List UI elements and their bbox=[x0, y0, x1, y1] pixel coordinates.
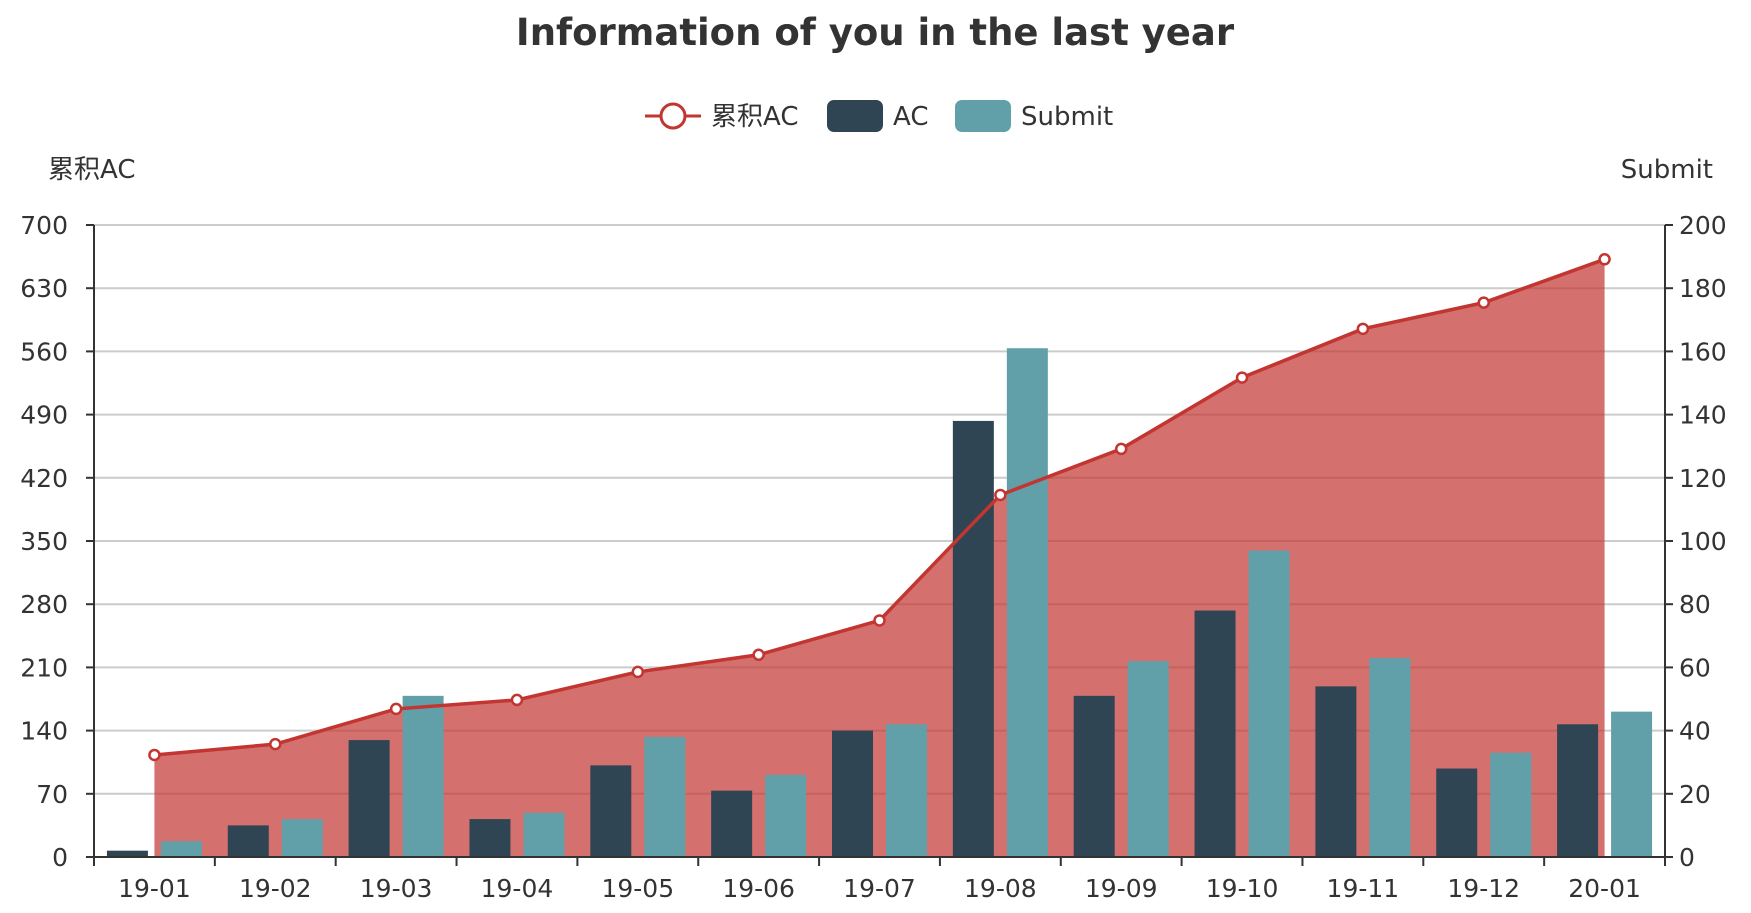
x-tick-label: 19-08 bbox=[964, 874, 1037, 903]
submit-bar bbox=[1248, 550, 1290, 857]
x-tick-label: 19-07 bbox=[843, 874, 916, 903]
ac-bar bbox=[1436, 768, 1478, 857]
y-right-tick-label: 160 bbox=[1679, 337, 1727, 366]
legend[interactable]: 累积AC AC Submit bbox=[645, 100, 1113, 132]
cumulative-point bbox=[148, 748, 161, 762]
tick-labels: 0 70 140 210 280 350 420 490 560 630 700 0 20 40 60 80 1… bbox=[20, 211, 1726, 903]
y-left-tick-label: 700 bbox=[20, 211, 68, 240]
cumulative-point bbox=[752, 648, 765, 662]
x-tick-label: 19-12 bbox=[1447, 874, 1520, 903]
cumulative-point bbox=[1235, 371, 1249, 384]
ac-bar bbox=[711, 790, 753, 857]
cumulative-line bbox=[148, 253, 1611, 762]
cumulative-point bbox=[1356, 322, 1370, 336]
y-right-tick-label: 0 bbox=[1679, 843, 1695, 872]
cumulative-point bbox=[873, 614, 886, 627]
submit-bar bbox=[1490, 752, 1532, 857]
ac-bar bbox=[1073, 695, 1115, 857]
cumulative-point bbox=[1598, 253, 1611, 266]
cumulative-point bbox=[269, 737, 282, 751]
cumulative-area bbox=[154, 259, 1605, 857]
cumulative-point bbox=[1477, 296, 1490, 309]
x-tick-label: 19-03 bbox=[360, 874, 433, 903]
y-left-tick-label: 560 bbox=[20, 337, 68, 366]
legend-swatch bbox=[955, 100, 1011, 132]
ac-bar bbox=[227, 825, 269, 857]
bars bbox=[106, 348, 1653, 857]
y-right-tick-label: 60 bbox=[1679, 653, 1711, 682]
x-tick-label: 19-09 bbox=[1085, 874, 1158, 903]
submit-bar bbox=[644, 736, 686, 857]
legend-swatch bbox=[827, 100, 883, 132]
cumulative-point bbox=[389, 702, 403, 716]
y-right-tick-label: 120 bbox=[1679, 464, 1727, 493]
y-right-tick-label: 20 bbox=[1679, 780, 1711, 809]
cumulative-point bbox=[994, 488, 1007, 502]
y-left-tick-label: 490 bbox=[20, 401, 68, 430]
y-right-tick-label: 140 bbox=[1679, 401, 1727, 430]
x-tick-label: 19-11 bbox=[1327, 874, 1400, 903]
y-right-tick-label: 180 bbox=[1679, 274, 1727, 303]
ac-bar bbox=[348, 740, 390, 857]
submit-bar bbox=[160, 841, 202, 857]
y-left-tick-label: 280 bbox=[20, 590, 68, 619]
legend-circle-marker bbox=[659, 102, 687, 130]
submit-bar bbox=[1006, 348, 1048, 857]
submit-bar bbox=[523, 812, 565, 857]
y-right-tick-label: 40 bbox=[1679, 717, 1711, 746]
y-left-tick-label: 70 bbox=[36, 780, 68, 809]
y-left-tick-label: 0 bbox=[52, 843, 68, 872]
y-right-tick-label: 200 bbox=[1679, 211, 1727, 240]
legend-label: 累积AC bbox=[711, 102, 798, 132]
x-tick-label: 19-05 bbox=[601, 874, 674, 903]
submit-bar bbox=[402, 695, 444, 857]
ac-bar bbox=[106, 850, 148, 857]
y-left-tick-label: 420 bbox=[20, 464, 68, 493]
x-tick-label: 19-02 bbox=[239, 874, 312, 903]
cumulative-point bbox=[631, 665, 645, 679]
axes bbox=[86, 224, 1673, 866]
y-left-tick-label: 210 bbox=[20, 653, 68, 682]
ac-bar bbox=[1194, 610, 1236, 857]
cumulative-area-fill bbox=[154, 259, 1605, 857]
submit-bar bbox=[886, 724, 927, 857]
ac-bar bbox=[590, 765, 632, 857]
y-left-tick-label: 630 bbox=[20, 274, 68, 303]
y-left-tick-label: 140 bbox=[20, 717, 68, 746]
submit-bar bbox=[1127, 661, 1169, 857]
y-left-tick-label: 350 bbox=[20, 527, 68, 556]
legend-label: AC bbox=[893, 102, 928, 132]
chart-title: Information of you in the last year bbox=[516, 11, 1235, 54]
y-right-tick-label: 80 bbox=[1679, 590, 1711, 619]
legend-label: Submit bbox=[1021, 102, 1113, 132]
x-tick-label: 19-10 bbox=[1206, 874, 1279, 903]
ac-bar bbox=[832, 730, 873, 857]
ac-bar bbox=[469, 819, 511, 857]
submit-bar bbox=[281, 819, 323, 857]
ac-bar bbox=[1557, 724, 1599, 857]
ac-bar bbox=[952, 420, 994, 857]
cumulative-point bbox=[510, 693, 524, 707]
submit-bar bbox=[1369, 657, 1411, 857]
x-tick-label: 19-01 bbox=[118, 874, 191, 903]
submit-bar bbox=[765, 774, 807, 857]
y-left-axis-name: 累积AC bbox=[48, 155, 135, 185]
x-tick-label: 20-01 bbox=[1568, 874, 1641, 903]
submit-bar bbox=[1611, 711, 1653, 857]
ac-bar bbox=[1315, 686, 1357, 857]
cumulative-point bbox=[1114, 442, 1128, 456]
y-right-axis-name: Submit bbox=[1621, 155, 1713, 185]
y-right-tick-label: 100 bbox=[1679, 527, 1727, 556]
x-tick-label: 19-06 bbox=[722, 874, 795, 903]
x-tick-label: 19-04 bbox=[481, 874, 554, 903]
